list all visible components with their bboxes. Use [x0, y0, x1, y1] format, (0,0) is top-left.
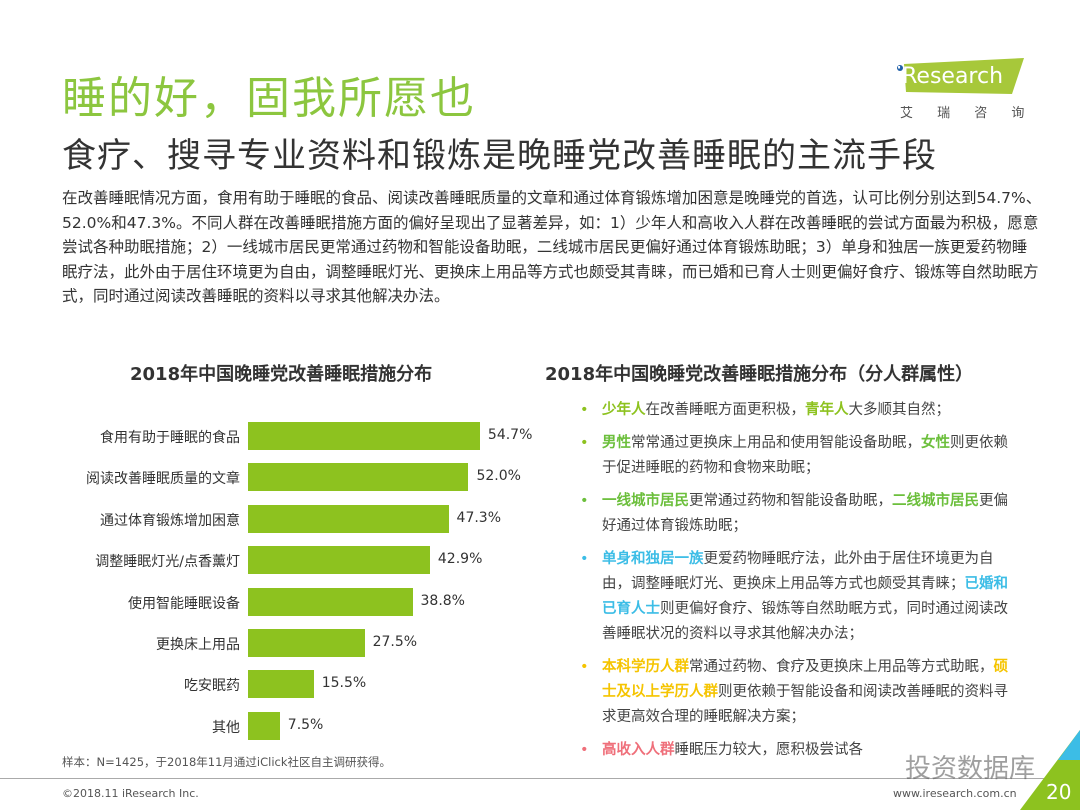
- bullet-item: • 高收入人群睡眠压力较大，愿积极尝试各: [578, 738, 1018, 763]
- sample-note: 样本：N=1425，于2018年11月通过iClick社区自主调研获得。: [62, 755, 391, 769]
- website-url: www.iresearch.com.cn: [893, 787, 1017, 800]
- highlight-text: 女性: [921, 435, 950, 451]
- right-title: 2018年中国晚睡党改善睡眠措施分布（分人群属性）: [545, 364, 974, 385]
- bullet-text: 则更偏好食疗、锻炼等自然助眠方式，同时通过阅读改善睡眠状况的资料以寻求其他解决办…: [602, 601, 1008, 642]
- bullet-text: 则更依赖于智能设备和阅读改善睡眠的资料寻求更高效合理的睡眠解决方案；: [602, 684, 1008, 725]
- highlight-text: 已婚和已育人士: [602, 576, 1008, 617]
- bullet-item: • 少年人在改善睡眠方面更积极，青年人大多顺其自然；: [578, 398, 1018, 423]
- bar-value: 47.3%: [456, 509, 502, 526]
- bar-label: 食用有助于睡眠的食品: [100, 430, 240, 446]
- bullet-text: 更常通过药物和智能设备助眠，: [689, 493, 892, 509]
- bar-label: 阅读改善睡眠质量的文章: [86, 471, 240, 488]
- bullet-item: • 一线城市居民更常通过药物和智能设备助眠，二线城市居民更偏好通过体育锻炼助眠；: [578, 489, 1018, 539]
- bar: [248, 422, 480, 450]
- bar: [248, 670, 314, 699]
- bullet-text: 在改善睡眠方面更积极，: [645, 402, 806, 418]
- bar-label: 吃安眠药: [184, 678, 240, 695]
- bar-value: 38.8%: [420, 592, 465, 609]
- bullet-dot-icon: •: [580, 402, 589, 418]
- highlight-text: 硕士及以上学历人群: [602, 659, 1008, 700]
- highlight-text: 男性: [602, 435, 631, 451]
- copyright: ©2018.11 iResearch Inc.: [62, 787, 199, 800]
- bar-value: 52.0%: [476, 468, 521, 485]
- bullet-text: 更偏好通过体育锻炼助眠；: [602, 493, 1008, 534]
- bar-label: 通过体育锻炼增加困意: [100, 512, 240, 529]
- bullet-dot-icon: •: [580, 551, 589, 567]
- highlight-text: 二线城市居民: [892, 493, 979, 509]
- bar-label: 使用智能睡眠设备: [128, 595, 240, 612]
- bullet-item: • 男性常常通过更换床上用品和使用智能设备助眠，女性则更依赖于促进睡眠的药物和食物…: [578, 431, 1018, 481]
- bar: [248, 629, 365, 657]
- bar: [248, 546, 430, 575]
- bar: [248, 711, 280, 740]
- bar-value: 27.5%: [372, 634, 418, 650]
- logo-text: iResearch: [896, 64, 1004, 89]
- bar-label: 调整睡眠灯光/点香薰灯: [95, 554, 240, 571]
- bar-label: 更换床上用品: [156, 637, 240, 653]
- footer-divider: [0, 778, 1050, 779]
- iresearch-logo: iResearch 艾 瑞 咨 询: [892, 58, 1035, 121]
- logo-shape: [897, 58, 1024, 94]
- highlight-text: 青年人: [805, 402, 849, 418]
- chart-title: 2018年中国晚睡党改善睡眠措施分布: [130, 364, 433, 385]
- bar: [248, 504, 449, 533]
- bullet-text: 大多顺其自然；: [848, 402, 951, 418]
- highlight-text: 高收入人群: [602, 742, 675, 758]
- bullet-dot-icon: •: [580, 659, 589, 675]
- intro-paragraph: 在改善睡眠情况方面，食用有助于睡眠的食品、阅读改善睡眠质量的文章和通过体育锻炼增…: [62, 189, 1042, 305]
- corner-triangle: [1020, 730, 1080, 810]
- bullet-item: • 单身和独居一族更爱药物睡眠疗法，此外由于居住环境更为自由，调整睡眠灯光、更换床…: [578, 547, 1018, 647]
- bullet-dot-icon: •: [580, 742, 589, 758]
- page-number: 20: [1046, 780, 1072, 804]
- page-subtitle: 食疗、搜寻专业资料和锻炼是晚睡党改善睡眠的主流手段: [62, 136, 937, 176]
- bullet-dot-icon: •: [580, 493, 589, 509]
- highlight-text: 一线城市居民: [602, 493, 689, 509]
- bullet-text: 则更依赖于促进睡眠的药物和食物来助眠；: [602, 435, 1008, 476]
- highlight-text: 单身和独居一族: [602, 551, 704, 567]
- logo-cn: 艾 瑞 咨 询: [900, 106, 1035, 121]
- bar: [248, 463, 469, 492]
- watermark: 投资数据库: [905, 754, 1036, 784]
- bar-value: 42.9%: [437, 551, 483, 568]
- bar: [248, 587, 413, 616]
- highlight-text: 少年人: [602, 402, 646, 418]
- bar-value: 54.7%: [487, 427, 533, 443]
- bullet-text: 常通过药物、食疗及更换床上用品等方式助眠，: [689, 659, 994, 675]
- bullet-text: 常常通过更换床上用品和使用智能设备助眠，: [631, 435, 921, 451]
- highlight-text: 本科学历人群: [602, 659, 689, 675]
- bullet-list: • 少年人在改善睡眠方面更积极，青年人大多顺其自然； • 男性常常通过更换床上用品和使…: [578, 398, 1018, 771]
- bar-value: 15.5%: [321, 675, 367, 692]
- bullet-item: • 本科学历人群常通过药物、食疗及更换床上用品等方式助眠，硕士及以上学历人群则更依…: [578, 655, 1018, 730]
- bullet-text: 更爱药物睡眠疗法，此外由于居住环境更为自由，调整睡眠灯光、更换床上用品等方式也颇…: [602, 551, 994, 592]
- page-title: 睡的好，固我所愿也: [62, 73, 476, 124]
- bar-value: 7.5%: [287, 716, 324, 733]
- bullet-dot-icon: •: [580, 435, 589, 451]
- bullet-text: 睡眠压力较大，愿积极尝试各: [674, 742, 864, 758]
- bar-label: 其他: [212, 719, 240, 736]
